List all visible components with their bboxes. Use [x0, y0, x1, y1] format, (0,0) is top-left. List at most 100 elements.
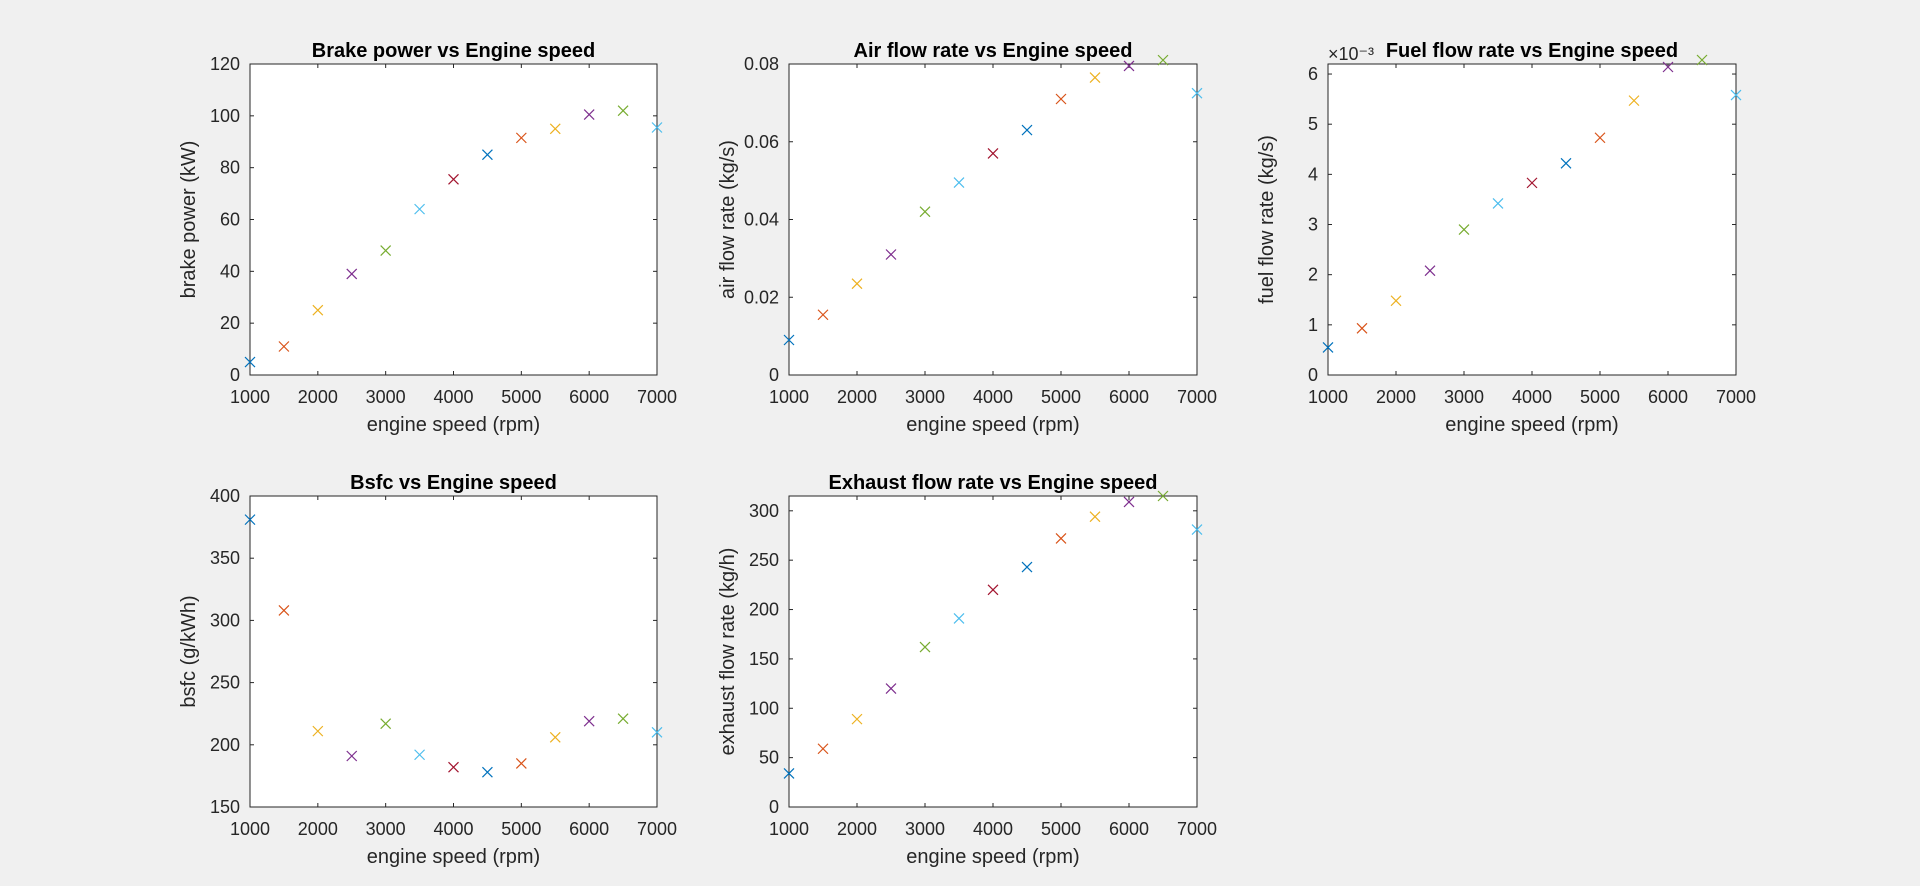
data-point — [583, 109, 595, 120]
data-point — [1055, 93, 1067, 105]
chart-brake-power-vs-engine-speed: 1000 2000 3000 4000 5000 6000 7000 0 20 40 60 80 100… — [178, 40, 677, 436]
x-tick-label: 6000 — [1648, 387, 1688, 407]
y-tick-label: 80 — [220, 158, 240, 178]
chart-exhaust-flow-rate-vs-engine-speed: 1000 2000 3000 4000 5000 6000 7000 0 50 100 150 200… — [717, 472, 1217, 868]
x-tick-label: 2000 — [837, 819, 877, 839]
x-tick-label: 5000 — [501, 819, 541, 839]
data-point — [448, 761, 459, 773]
x-tick-label: 6000 — [569, 387, 609, 407]
data-point — [549, 731, 561, 743]
y-axis-label: air flow rate (kg/s) — [717, 140, 739, 299]
data-point — [987, 584, 999, 596]
chart-air-flow-rate-vs-engine-speed: 1000 2000 3000 4000 5000 6000 7000 0 0.02 0.04 0.0… — [717, 40, 1217, 436]
y-tick-label: 400 — [210, 486, 240, 506]
y-axis-label: brake power (kW) — [178, 141, 200, 299]
y-tick-label: 0 — [230, 365, 240, 385]
axes-box — [1327, 63, 1737, 376]
data-point — [380, 718, 392, 730]
y-tick-label: 6 — [1308, 64, 1318, 84]
chart-bsfc-vs-engine-speed: 1000 2000 3000 4000 5000 6000 7000 150 200 250 300… — [178, 472, 677, 868]
data-point — [346, 750, 358, 762]
data-point — [244, 356, 256, 368]
data-point — [1021, 124, 1033, 136]
data-point — [1424, 265, 1436, 277]
y-tick-label: 0 — [1308, 365, 1318, 385]
data-point — [549, 123, 561, 135]
x-axis-label: engine speed (rpm) — [906, 846, 1079, 868]
axes-box — [788, 63, 1198, 376]
x-tick-label: 3000 — [905, 819, 945, 839]
axes-box — [249, 495, 658, 808]
x-axis-label: engine speed (rpm) — [906, 414, 1079, 436]
data-point — [783, 768, 795, 779]
x-tick-label: 3000 — [366, 387, 406, 407]
x-tick-label: 4000 — [433, 819, 473, 839]
data-point — [1123, 496, 1135, 508]
x-tick-label: 3000 — [905, 387, 945, 407]
y-exponent-label: ×10⁻³ — [1328, 44, 1374, 64]
data-point — [1157, 490, 1169, 502]
x-tick-label: 7000 — [637, 387, 677, 407]
y-axis-label: fuel flow rate (kg/s) — [1256, 135, 1278, 304]
y-tick-label: 100 — [749, 698, 779, 718]
chart-title: Brake power vs Engine speed — [312, 40, 595, 62]
data-point — [1696, 54, 1708, 66]
chart-title: Air flow rate vs Engine speed — [854, 40, 1133, 62]
data-point — [919, 641, 931, 653]
data-point — [851, 278, 863, 290]
data-point — [1191, 87, 1203, 99]
data-point — [651, 122, 663, 133]
data-point — [448, 173, 459, 185]
data-point — [1191, 524, 1203, 535]
data-point — [617, 105, 629, 117]
chart-title: Exhaust flow rate vs Engine speed — [829, 472, 1158, 494]
y-tick-label: 40 — [220, 261, 240, 281]
data-point — [278, 341, 290, 352]
data-point — [1458, 224, 1470, 235]
x-tick-label: 5000 — [1580, 387, 1620, 407]
x-tick-label: 1000 — [230, 387, 270, 407]
x-tick-label: 7000 — [1716, 387, 1756, 407]
y-tick-label: 0.02 — [744, 287, 779, 307]
data-point — [515, 758, 527, 769]
y-axis-label: exhaust flow rate (kg/h) — [717, 548, 739, 756]
x-tick-label: 6000 — [1109, 819, 1149, 839]
x-tick-label: 2000 — [1376, 387, 1416, 407]
y-tick-label: 3 — [1308, 215, 1318, 235]
data-point — [1123, 60, 1135, 72]
y-tick-label: 150 — [210, 797, 240, 817]
data-point — [651, 726, 663, 738]
data-point — [583, 715, 595, 727]
y-tick-label: 250 — [749, 550, 779, 570]
y-tick-label: 0.04 — [744, 210, 779, 230]
x-tick-label: 7000 — [1177, 819, 1217, 839]
x-axis-label: engine speed (rpm) — [367, 846, 540, 868]
x-tick-label: 7000 — [1177, 387, 1217, 407]
y-tick-label: 0 — [769, 797, 779, 817]
data-point — [885, 683, 897, 694]
data-point — [1662, 61, 1674, 73]
x-axis-label: engine speed (rpm) — [1445, 414, 1618, 436]
data-point — [817, 309, 829, 321]
y-tick-label: 300 — [749, 501, 779, 521]
data-point — [953, 177, 965, 188]
data-point — [312, 725, 324, 737]
x-tick-label: 5000 — [1041, 387, 1081, 407]
x-tick-label: 2000 — [298, 819, 338, 839]
y-tick-label: 0 — [769, 365, 779, 385]
y-tick-label: 200 — [749, 600, 779, 620]
x-axis-label: engine speed (rpm) — [367, 414, 540, 436]
data-point — [244, 514, 256, 526]
x-tick-label: 1000 — [230, 819, 270, 839]
data-point — [617, 713, 629, 725]
y-tick-label: 20 — [220, 313, 240, 333]
data-point — [919, 206, 931, 218]
data-point — [1322, 341, 1334, 353]
x-tick-label: 3000 — [1444, 387, 1484, 407]
chart-title: Fuel flow rate vs Engine speed — [1386, 40, 1678, 62]
y-tick-label: 5 — [1308, 114, 1318, 134]
axes-box — [249, 63, 658, 376]
data-point — [1157, 54, 1169, 66]
x-tick-label: 2000 — [837, 387, 877, 407]
